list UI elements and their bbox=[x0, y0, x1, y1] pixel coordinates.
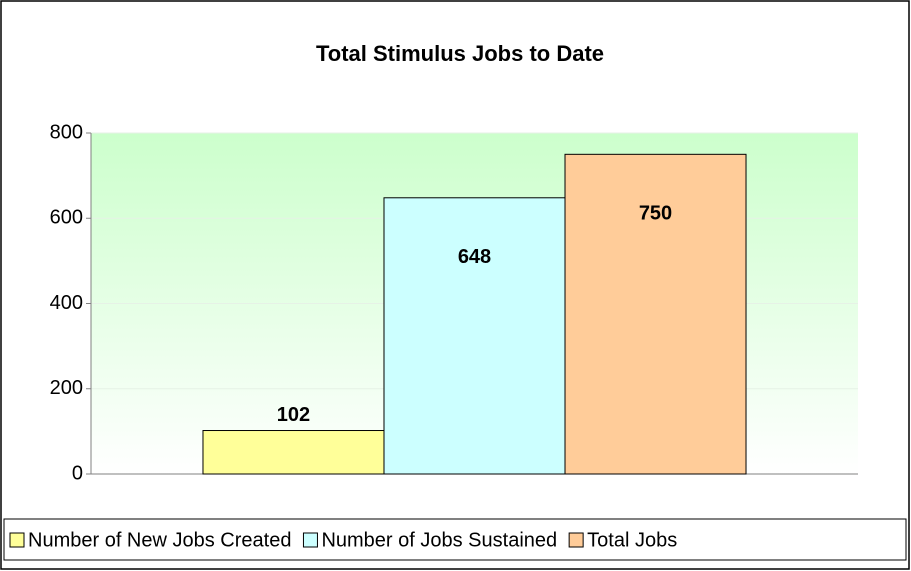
y-tick-label: 0 bbox=[72, 462, 83, 484]
legend-box bbox=[3, 518, 907, 561]
bar bbox=[383, 197, 566, 475]
legend-swatch bbox=[9, 532, 25, 548]
y-tick-label: 200 bbox=[50, 377, 83, 399]
legend-label: Number of Jobs Sustained bbox=[321, 529, 557, 551]
chart-title: Total Stimulus Jobs to Date bbox=[316, 41, 604, 66]
y-tick-label: 800 bbox=[50, 121, 83, 143]
bar bbox=[564, 153, 747, 475]
legend-label: Number of New Jobs Created bbox=[28, 529, 291, 551]
value-label: 750 bbox=[639, 203, 672, 225]
y-tick-label: 600 bbox=[50, 207, 83, 229]
y-tick-label: 400 bbox=[50, 292, 83, 314]
legend-label: Total Jobs bbox=[587, 529, 677, 551]
value-label: 648 bbox=[458, 246, 491, 268]
value-label: 102 bbox=[277, 404, 310, 426]
legend-swatch bbox=[302, 532, 318, 548]
bar bbox=[202, 430, 385, 475]
legend-swatch bbox=[568, 532, 584, 548]
